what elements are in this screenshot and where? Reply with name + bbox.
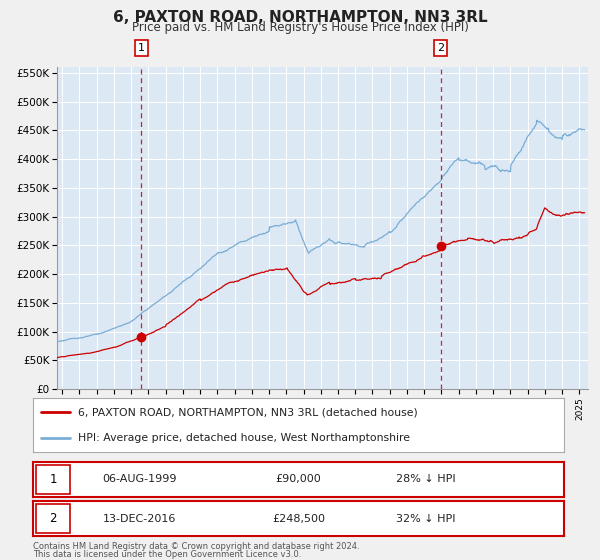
Text: 2: 2 <box>437 43 444 53</box>
FancyBboxPatch shape <box>35 465 70 494</box>
Text: 13-DEC-2016: 13-DEC-2016 <box>103 514 176 524</box>
Text: 6, PAXTON ROAD, NORTHAMPTON, NN3 3RL: 6, PAXTON ROAD, NORTHAMPTON, NN3 3RL <box>113 10 487 25</box>
Text: 2: 2 <box>49 512 57 525</box>
Text: This data is licensed under the Open Government Licence v3.0.: This data is licensed under the Open Gov… <box>33 550 301 559</box>
Text: Contains HM Land Registry data © Crown copyright and database right 2024.: Contains HM Land Registry data © Crown c… <box>33 542 359 551</box>
FancyBboxPatch shape <box>35 504 70 533</box>
Text: 32% ↓ HPI: 32% ↓ HPI <box>396 514 455 524</box>
Text: HPI: Average price, detached house, West Northamptonshire: HPI: Average price, detached house, West… <box>78 433 410 442</box>
Text: 1: 1 <box>138 43 145 53</box>
Text: 28% ↓ HPI: 28% ↓ HPI <box>396 474 456 484</box>
Text: Price paid vs. HM Land Registry's House Price Index (HPI): Price paid vs. HM Land Registry's House … <box>131 21 469 34</box>
Text: £90,000: £90,000 <box>275 474 322 484</box>
Text: £248,500: £248,500 <box>272 514 325 524</box>
Text: 1: 1 <box>49 473 57 486</box>
Text: 06-AUG-1999: 06-AUG-1999 <box>102 474 176 484</box>
Text: 6, PAXTON ROAD, NORTHAMPTON, NN3 3RL (detached house): 6, PAXTON ROAD, NORTHAMPTON, NN3 3RL (de… <box>78 408 418 417</box>
